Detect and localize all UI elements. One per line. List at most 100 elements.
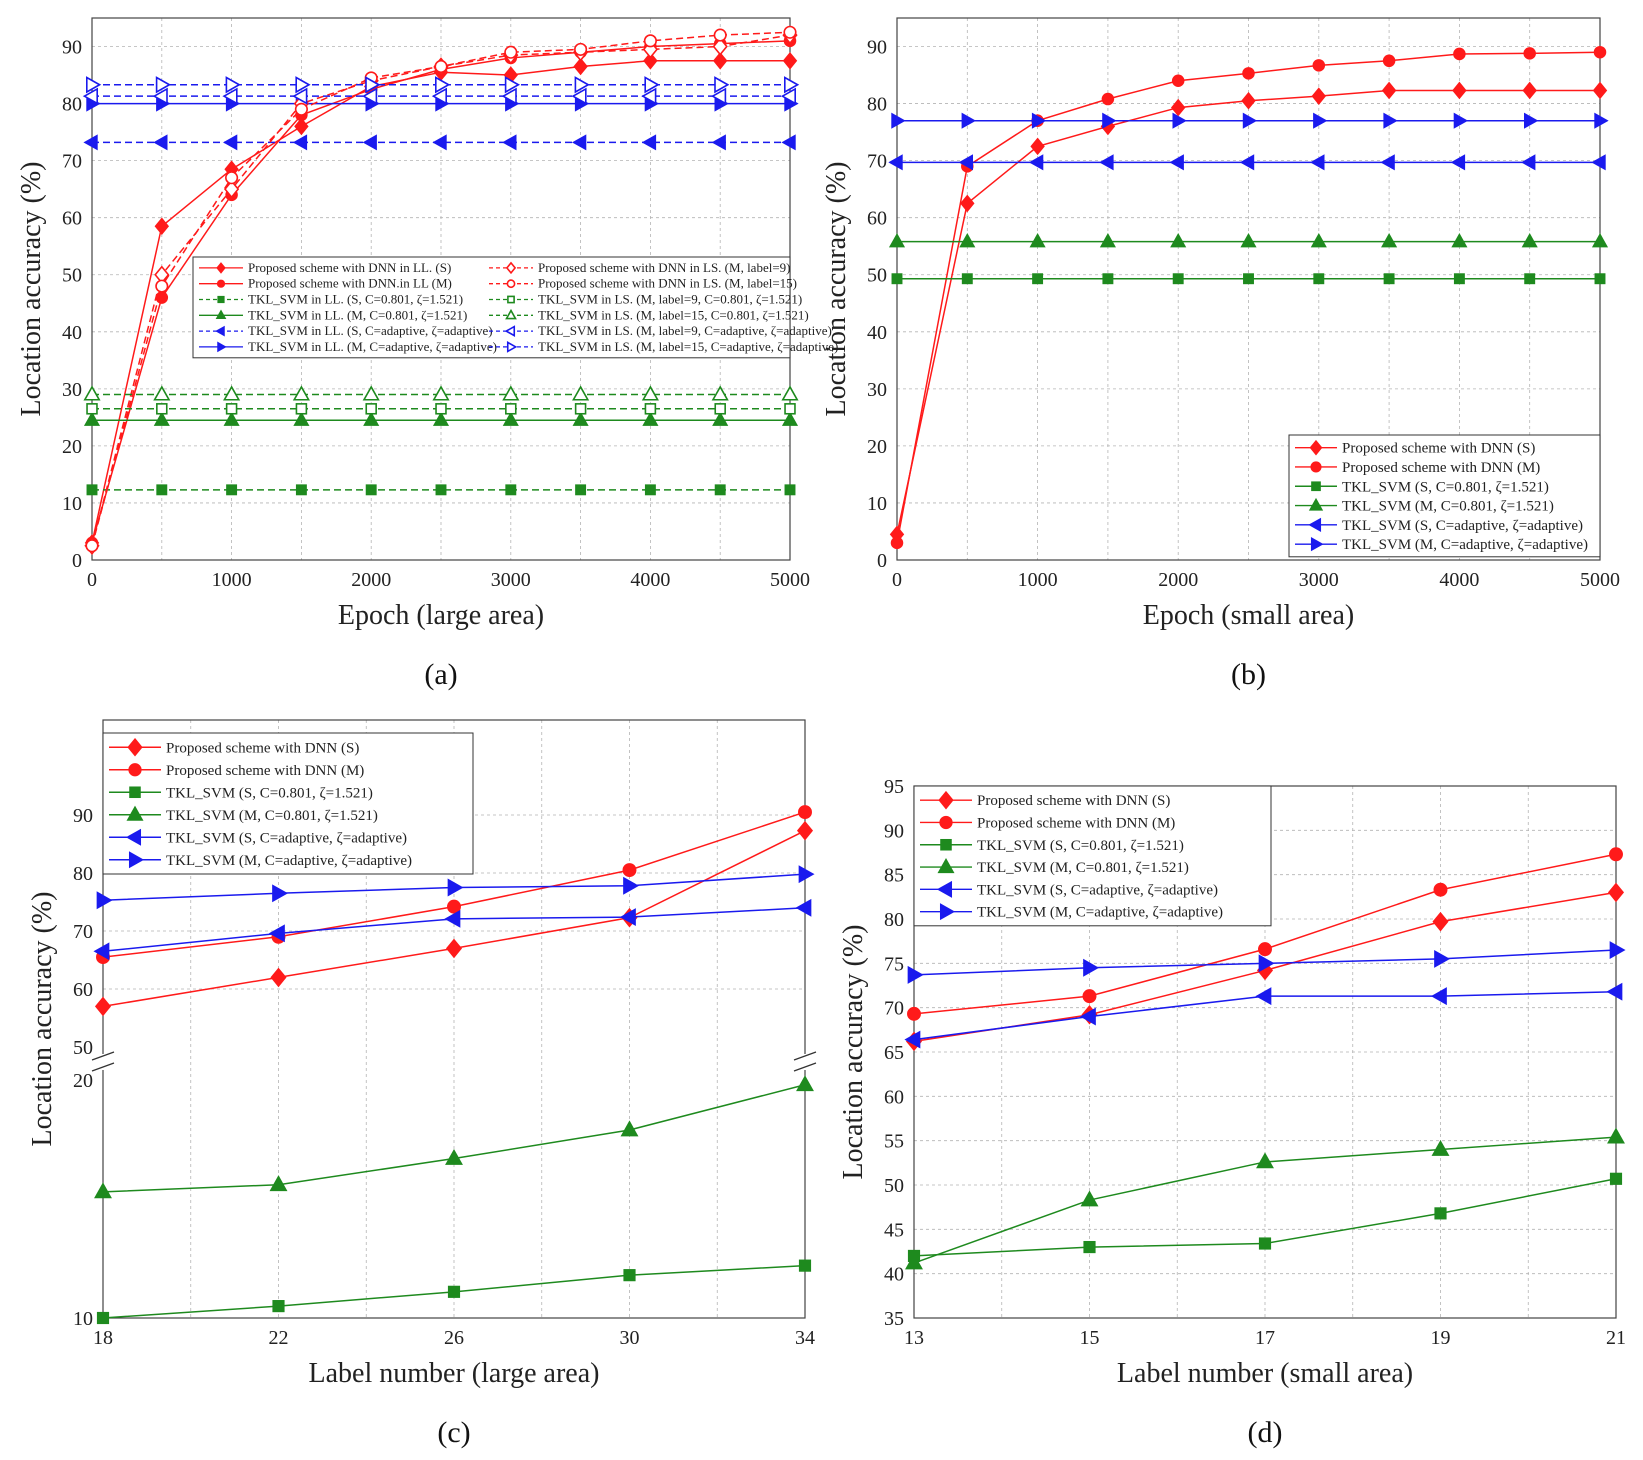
panel-b-series-3-point-9 (1521, 233, 1538, 248)
panel-d-ytick-6: 65 (884, 1042, 904, 1064)
panel-a-xtick-1: 1000 (212, 569, 252, 591)
panel-a-series-4-point-1 (153, 134, 168, 151)
b-legend-label-0: Proposed scheme with DNN (S) (1342, 441, 1535, 457)
panel-d-ytick-10: 85 (884, 865, 904, 887)
panel-a-ytick-4: 40 (62, 322, 82, 344)
panel-a-series-2-point-1 (156, 484, 168, 496)
b-legend-marker-1 (1310, 461, 1322, 473)
d-legend-box (913, 785, 1272, 927)
panel-a-series-2-point-0 (86, 484, 98, 496)
panel-b-series-5-point-8 (1453, 112, 1469, 129)
panel-d-ytick-7: 70 (884, 998, 904, 1020)
panel-a-series-11-point-9 (714, 76, 730, 94)
panel-b-ytick-6: 60 (867, 208, 887, 230)
panel-c-xtick-2: 26 (444, 1327, 464, 1349)
panel-b-ytick-7: 70 (867, 151, 887, 173)
panel-b-series-0-point-2 (1030, 137, 1045, 156)
d-legend-label-0: Proposed scheme with DNN (S) (977, 793, 1170, 809)
panel-d-ytick-2: 45 (884, 1219, 904, 1241)
panel-d-ytick-11: 90 (884, 820, 904, 842)
panel-a-series-11-point-8 (644, 76, 660, 94)
panel-a-series-8-point-7 (574, 403, 587, 415)
panel-a-series-8-point-3 (295, 403, 308, 415)
panel-a-series-2-point-7 (575, 484, 587, 496)
b-legend-marker-5 (1310, 536, 1324, 552)
panel-d-ytick-12: 95 (884, 776, 904, 798)
a-legend-label-2: TKL_SVM in LL. (S, C=0.801, ζ=1.521) (248, 292, 463, 307)
panel-a-series-6-point-2 (224, 179, 240, 199)
a-legend-label-10: TKL_SVM in LS. (M, label=9, C=adaptive, … (538, 323, 832, 338)
panel-a-series-11-point-5 (434, 76, 451, 94)
panel-a-ytick-3: 30 (62, 379, 82, 401)
panel-a-series-11-point-10 (783, 76, 800, 94)
panel-b-xtick-0: 0 (892, 569, 902, 591)
panel-a-series-9-point-2 (223, 385, 241, 401)
panel-b-series-2-point-7 (1383, 273, 1395, 285)
a-legend-marker-8 (507, 295, 515, 304)
panel-d-ytick-5: 60 (884, 1086, 904, 1108)
panel-a-label: (a) (424, 658, 457, 691)
panel-b-series-4-point-5 (1239, 154, 1255, 171)
panel-d-series-0-point-3 (1432, 911, 1449, 932)
a-legend-label-5: TKL_SVM in LL. (M, C=adaptive, ζ=adaptiv… (248, 339, 497, 354)
panel-a-series-9-point-3 (292, 385, 310, 401)
panel-c-series-4-point-2 (444, 909, 461, 928)
panel-c-series-4-point-0 (93, 942, 110, 961)
panel-a-ytick-7: 70 (62, 151, 82, 173)
panel-a-series-0-point-3 (294, 117, 309, 136)
a-legend-marker-4 (215, 325, 225, 337)
a-legend-label-4: TKL_SVM in LL. (S, C=adaptive, ζ=adaptiv… (248, 323, 493, 338)
c-legend-marker-0 (127, 737, 143, 757)
panel-b-frame (896, 17, 1601, 561)
panel-c-series-5-point-0 (96, 891, 113, 910)
panel-a-series-7-point-3 (294, 102, 308, 116)
a-legend-marker-11 (506, 341, 518, 353)
panel-b-series-4-point-3 (1099, 154, 1114, 171)
panel-d-series-4-point-2 (1255, 987, 1272, 1006)
panel-a-series-3-point-6 (502, 411, 519, 426)
panel-a-series-3-point-7 (572, 411, 589, 426)
panel-b-series-1-point-3 (1101, 92, 1115, 106)
panel-b-series-5-point-3 (1102, 112, 1117, 129)
panel-a-series-10-point-4 (361, 87, 378, 105)
panel-b-ytick-9: 90 (867, 37, 887, 59)
d-legend-marker-4 (936, 880, 953, 898)
panel-b-series-1-point-8 (1453, 47, 1466, 61)
c-legend-marker-2 (129, 786, 141, 799)
c-legend-label-3: TKL_SVM (M, C=0.801, ζ=1.521) (166, 808, 378, 824)
panel-a-series-8-point-1 (156, 403, 168, 415)
panel-c-ytick-1: 20 (73, 1070, 93, 1092)
panel-a-series-9-point-6 (502, 385, 520, 401)
panel-a-series-0-point-10 (782, 52, 798, 70)
panel-d-series-3-point-3 (1431, 1139, 1450, 1156)
panel-b-series-5-point-0 (891, 112, 906, 129)
panel-c-series-2-point-3 (623, 1269, 636, 1282)
panel-b-series-3-point-3 (1099, 233, 1116, 248)
panel-d-xtick-4: 21 (1606, 1327, 1626, 1349)
panel-b-series-2-point-6 (1313, 273, 1325, 285)
panel-d-series-5-point-3 (1434, 949, 1451, 968)
panel-b-series-1-point-5 (1242, 67, 1255, 80)
panel-a-series-8-point-9 (714, 403, 726, 415)
panel-b-series-3-point-2 (1029, 233, 1046, 248)
panel-b-xtick-2: 2000 (1158, 569, 1198, 591)
panel-b-series-4-point-4 (1169, 154, 1184, 171)
panel-b-series-4-point-7 (1380, 154, 1395, 171)
b-legend-label-5: TKL_SVM (M, C=adaptive, ζ=adaptive) (1342, 537, 1588, 553)
a-legend-marker-6 (505, 261, 517, 275)
panel-a-series-11-point-2 (225, 76, 241, 94)
panel-d-label: (d) (1248, 1416, 1283, 1449)
panel-c-series-2-point-1 (272, 1300, 285, 1313)
panel-d-series-5-point-4 (1609, 941, 1626, 959)
d-legend-marker-5 (939, 903, 956, 921)
panel-d-ytick-0: 35 (884, 1308, 904, 1330)
b-legend-label-3: TKL_SVM (M, C=0.801, ζ=1.521) (1342, 499, 1554, 515)
panel-a-series-11-point-4 (365, 76, 381, 94)
panel-d-xtick-2: 17 (1255, 1327, 1275, 1349)
panel-a-series-7-point-8 (643, 34, 657, 48)
panel-a-series-8-point-2 (225, 403, 238, 415)
b-legend-box (1288, 434, 1601, 558)
panel-c-series-1-point-3 (622, 863, 637, 878)
a-legend-label-8: TKL_SVM in LS. (M, label=9, C=0.801, ζ=1… (538, 292, 802, 307)
panel-b-series-2-point-3 (1102, 273, 1114, 285)
